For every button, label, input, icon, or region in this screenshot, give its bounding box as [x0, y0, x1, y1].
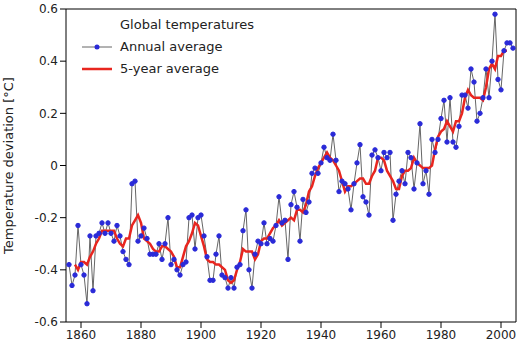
- svg-text:-0.4: -0.4: [35, 263, 58, 277]
- svg-text:-0.6: -0.6: [35, 315, 58, 329]
- svg-text:0.2: 0.2: [39, 107, 58, 121]
- svg-text:1980: 1980: [426, 328, 457, 342]
- svg-text:1880: 1880: [126, 328, 157, 342]
- svg-text:1940: 1940: [306, 328, 337, 342]
- svg-text:1860: 1860: [66, 328, 97, 342]
- svg-text:1900: 1900: [186, 328, 217, 342]
- html-text:Annual average: Annual average: [120, 39, 223, 54]
- svg-text:-0.2: -0.2: [35, 211, 58, 225]
- svg-text:1960: 1960: [366, 328, 397, 342]
- html-text:5-year average: 5-year average: [120, 61, 220, 76]
- svg-text:0: 0: [50, 159, 58, 173]
- html-text:Global temperatures: Global temperatures: [120, 17, 255, 32]
- svg-text:1920: 1920: [246, 328, 277, 342]
- svg-text:0.4: 0.4: [39, 54, 58, 68]
- svg-text:Temperature deviation [°C]: Temperature deviation [°C]: [8, 77, 16, 255]
- svg-text:2000: 2000: [486, 328, 517, 342]
- svg-text:0.6: 0.6: [39, 2, 58, 16]
